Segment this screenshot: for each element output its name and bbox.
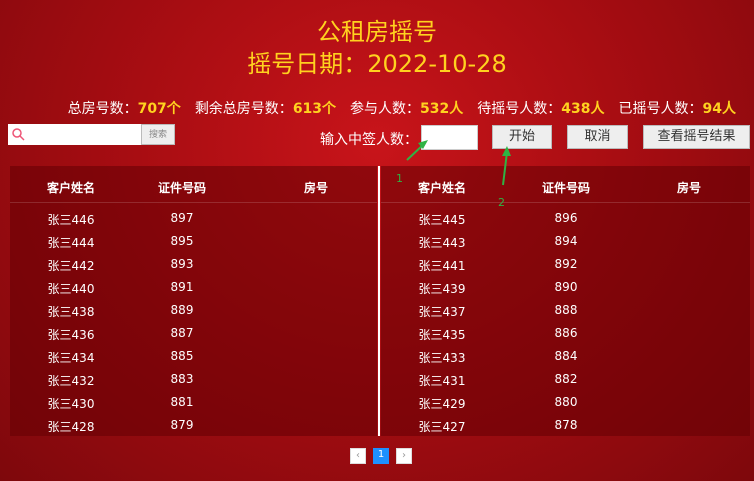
name-cell: 张三442 [47,259,95,273]
stat-label: 剩余总房号数： [194,101,293,117]
stat-label: 总房号数： [67,101,138,117]
name-cell: 张三434 [47,351,95,365]
search-icon [12,128,25,141]
id-cell: 889 [170,303,194,317]
name-cell: 张三440 [47,282,95,296]
id-cell: 882 [554,372,578,386]
stat-label: 待摇号人数： [477,101,562,117]
subtitle: 摇号日期：2022-10-28 [247,50,507,78]
name-cell: 张三444 [47,236,95,250]
id-cell: 891 [170,280,194,294]
column-header: 证件号码 [541,181,590,195]
name-cell: 张三443 [418,236,466,250]
id-cell: 888 [554,303,578,317]
id-cell: 878 [554,418,578,432]
id-cell: 884 [554,349,578,363]
id-cell: 895 [170,234,194,248]
name-cell: 张三436 [47,328,95,342]
id-cell: 892 [554,257,578,271]
annotation: 1 [396,172,403,185]
name-cell: 张三441 [418,259,466,273]
id-cell: 890 [554,280,578,294]
stat-label: 已摇号人数： [618,101,703,117]
prev-page[interactable]: ‹ [350,448,366,464]
name-cell: 张三446 [47,213,95,227]
stat-value: 532人 [420,101,464,117]
arrow-head [502,146,511,156]
stat-value: 94人 [702,101,736,117]
id-cell: 883 [170,372,194,386]
name-cell: 张三433 [418,351,466,365]
id-cell: 897 [170,211,194,225]
id-cell: 879 [170,418,194,432]
name-cell: 张三445 [418,213,466,227]
column-header: 证件号码 [157,181,206,195]
id-cell: 896 [554,211,578,225]
stats-bar: 总房号数：707个 剩余总房号数：613个 参与人数：532人 待摇号人数：438人已… [68,98,750,118]
annotation: 2 [498,196,505,209]
name-cell: 张三438 [47,305,95,319]
count-input[interactable] [421,125,478,150]
stat-value: 707个 [137,101,181,117]
arrow [502,151,508,186]
cancel-button[interactable]: 取消 [567,125,628,149]
stat-value: 438人 [561,101,605,117]
name-cell: 张三429 [418,397,466,411]
name-cell: 张三432 [47,374,95,388]
search-button[interactable]: 搜索 [141,124,175,145]
name-cell: 张三437 [418,305,466,319]
search-input[interactable] [8,124,141,145]
view-results-button[interactable]: 查看摇号结果 [643,125,750,149]
id-cell: 881 [170,395,194,409]
id-cell: 885 [170,349,194,363]
name-cell: 张三428 [47,420,95,434]
name-cell: 张三439 [418,282,466,296]
start-button[interactable]: 开始 [492,125,552,149]
column-header: 房号 [303,181,328,195]
column-header: 客户姓名 [417,181,466,195]
title: 公租房摇号 [317,18,437,46]
stat-label: 参与人数： [350,101,421,117]
name-cell: 张三430 [47,397,95,411]
column-header: 客户姓名 [46,181,95,195]
table-left: 客户姓名 证件号码 房号张三446 897 张三444 895 张三442 893 张三440 8… [10,166,377,436]
id-cell: 887 [170,326,194,340]
arrow-head [418,140,428,149]
id-cell: 893 [170,257,194,271]
next-page[interactable]: › [396,448,412,464]
page-number[interactable]: 1 [373,448,389,464]
id-cell: 880 [554,395,578,409]
stat-value: 613个 [292,101,337,117]
name-cell: 张三431 [418,374,466,388]
header-rule [10,202,377,203]
name-cell: 张三435 [418,328,466,342]
divider [378,166,380,436]
column-header: 房号 [676,181,701,195]
name-cell: 张三427 [418,420,466,434]
table-right: 客户姓名 证件号码 房号张三445 896 张三443 894 张三441 892 张三439 8… [381,166,750,436]
count-label: 输入中签人数： [320,132,418,148]
header-rule [381,202,750,203]
id-cell: 886 [554,326,578,340]
id-cell: 894 [554,234,578,248]
